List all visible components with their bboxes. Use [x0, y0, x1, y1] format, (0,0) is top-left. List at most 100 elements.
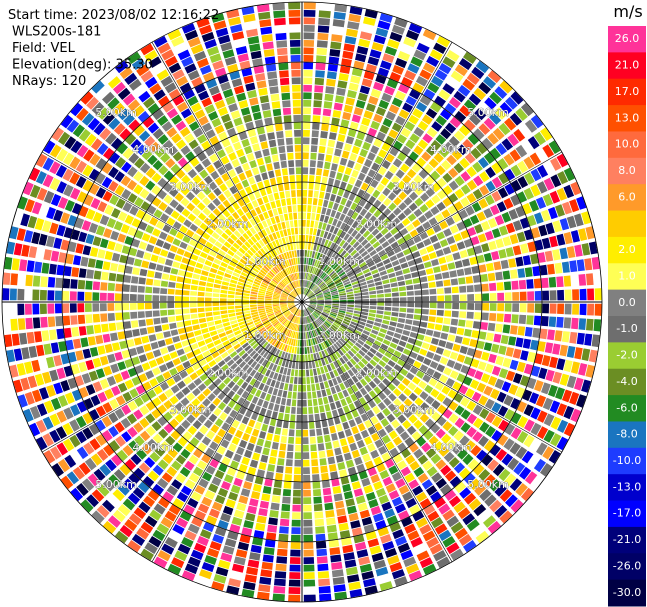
range-gate — [299, 287, 301, 295]
range-gate — [578, 228, 588, 241]
range-gate — [340, 250, 347, 257]
range-gate — [254, 421, 262, 430]
range-gate — [182, 302, 190, 308]
range-gate — [163, 331, 171, 338]
range-gate — [313, 496, 322, 504]
range-gate — [130, 285, 138, 293]
range-gate — [322, 480, 331, 488]
range-gate — [317, 303, 324, 306]
range-gate — [456, 373, 466, 383]
range-gate — [507, 133, 520, 147]
range-gate — [343, 190, 350, 199]
range-gate — [359, 563, 373, 573]
range-gate — [260, 315, 268, 320]
range-gate — [299, 257, 302, 265]
range-gate — [469, 379, 480, 390]
range-gate — [92, 381, 103, 393]
range-gate — [591, 256, 600, 270]
range-gate — [230, 233, 238, 242]
colorbar-segment — [608, 368, 646, 396]
range-gate — [375, 566, 389, 577]
range-gate — [168, 406, 179, 417]
range-gate — [365, 275, 373, 281]
range-gate — [311, 330, 316, 338]
range-gate — [203, 419, 213, 429]
range-gate — [220, 42, 233, 52]
range-gate — [152, 302, 160, 309]
range-gate — [495, 271, 503, 281]
range-gate — [491, 402, 502, 414]
range-gate — [279, 443, 287, 451]
range-gate — [288, 9, 301, 17]
range-gate — [246, 28, 259, 38]
range-gate — [256, 126, 265, 135]
range-gate — [186, 265, 195, 273]
range-gate — [376, 463, 386, 473]
range-gate — [339, 293, 346, 296]
range-gate — [326, 356, 333, 364]
range-gate — [313, 259, 318, 267]
range-gate — [111, 252, 121, 262]
range-gate — [403, 556, 417, 568]
range-gate — [265, 305, 272, 308]
range-gate — [285, 360, 290, 368]
range-gate — [245, 473, 255, 483]
range-gate — [421, 254, 430, 262]
range-gate — [277, 222, 282, 231]
range-gate — [404, 437, 415, 447]
range-gate — [272, 232, 278, 240]
range-gate — [495, 355, 505, 366]
range-gate — [343, 215, 350, 224]
range-gate — [325, 154, 333, 162]
range-gate — [265, 263, 272, 270]
range-gate — [433, 441, 444, 452]
range-gate — [358, 124, 368, 134]
range-gate — [325, 388, 332, 396]
range-gate — [559, 218, 570, 231]
range-gate — [480, 273, 488, 282]
range-gate — [279, 518, 290, 527]
range-gate — [423, 430, 434, 441]
range-gate — [202, 471, 213, 482]
range-gate — [540, 463, 553, 477]
range-gate — [267, 313, 275, 317]
range-gate — [134, 157, 145, 169]
range-gate — [484, 363, 494, 374]
range-gate — [309, 300, 317, 302]
range-gate — [293, 308, 298, 315]
range-gate — [252, 483, 262, 493]
colorbar-segment — [608, 105, 646, 132]
range-gate — [409, 89, 421, 100]
range-gate — [441, 160, 452, 171]
range-gate — [234, 298, 242, 302]
range-gate — [486, 332, 494, 342]
range-gate — [136, 448, 147, 460]
range-gate — [491, 162, 503, 174]
range-gate — [310, 266, 314, 273]
range-gate — [217, 74, 229, 85]
range-gate — [192, 362, 201, 371]
range-gate — [594, 288, 602, 301]
range-gate — [433, 42, 447, 54]
range-gate — [339, 306, 347, 309]
range-gate — [281, 221, 286, 230]
range-gate — [296, 189, 302, 197]
range-gate — [160, 381, 170, 391]
range-gate — [388, 465, 399, 475]
range-gate — [259, 500, 269, 509]
range-gate — [566, 246, 576, 259]
range-gate — [188, 139, 199, 150]
range-gate — [345, 254, 352, 262]
range-gate — [92, 211, 103, 223]
range-gate — [70, 404, 81, 417]
range-gate — [180, 448, 191, 459]
range-gate — [292, 281, 296, 289]
range-gate — [275, 349, 281, 357]
range-gate — [327, 395, 334, 403]
range-gate — [115, 198, 126, 209]
range-gate — [208, 212, 217, 221]
range-gate — [478, 469, 491, 481]
range-gate — [466, 413, 478, 425]
range-gate — [384, 458, 395, 469]
range-gate — [172, 238, 181, 247]
